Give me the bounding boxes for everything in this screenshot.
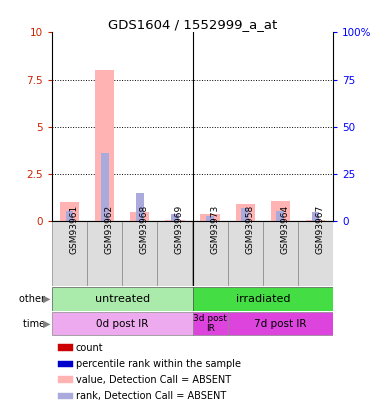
Text: 0d post IR: 0d post IR (96, 319, 149, 328)
Text: count: count (76, 343, 104, 353)
Bar (241, 208, 249, 222)
Text: GSM93973: GSM93973 (210, 205, 219, 254)
Text: irradiated: irradiated (236, 294, 290, 304)
Bar (66, 211, 74, 222)
Bar (58, 392, 73, 399)
Text: GSM93969: GSM93969 (175, 205, 184, 254)
Text: GSM93967: GSM93967 (315, 205, 325, 254)
Bar (122, 222, 157, 286)
Bar (60, 202, 79, 222)
Bar (95, 70, 114, 222)
Text: 7d post IR: 7d post IR (254, 319, 306, 328)
Bar (87, 222, 122, 286)
Text: GSM93968: GSM93968 (140, 205, 149, 254)
Text: GSM93964: GSM93964 (280, 205, 290, 254)
Bar (52, 222, 87, 286)
Text: ▶: ▶ (43, 319, 50, 328)
Bar (192, 222, 228, 286)
Bar (130, 212, 149, 222)
Bar (52, 287, 192, 311)
Bar (276, 211, 284, 222)
Text: GSM93962: GSM93962 (105, 205, 114, 254)
Text: percentile rank within the sample: percentile rank within the sample (76, 359, 241, 369)
Text: other: other (19, 294, 48, 304)
Text: 3d post
IR: 3d post IR (193, 314, 227, 333)
Bar (236, 205, 255, 222)
Bar (306, 220, 325, 222)
Bar (228, 222, 263, 286)
Text: time: time (23, 319, 48, 328)
Bar (52, 312, 192, 335)
Bar (298, 222, 333, 286)
Text: GDS1604 / 1552999_a_at: GDS1604 / 1552999_a_at (108, 18, 277, 31)
Bar (58, 361, 73, 367)
Text: GSM93958: GSM93958 (245, 205, 254, 254)
Text: ▶: ▶ (43, 294, 50, 304)
Bar (58, 344, 73, 351)
Bar (157, 222, 192, 286)
Bar (271, 200, 290, 222)
Bar (192, 312, 228, 335)
Text: untreated: untreated (95, 294, 150, 304)
Bar (201, 214, 220, 222)
Bar (136, 193, 144, 222)
Bar (165, 220, 184, 222)
Bar (58, 376, 73, 383)
Bar (311, 212, 319, 222)
Bar (228, 312, 333, 335)
Bar (192, 287, 333, 311)
Bar (101, 153, 109, 222)
Bar (171, 214, 179, 222)
Bar (263, 222, 298, 286)
Text: GSM93961: GSM93961 (70, 205, 79, 254)
Text: rank, Detection Call = ABSENT: rank, Detection Call = ABSENT (76, 391, 226, 401)
Text: value, Detection Call = ABSENT: value, Detection Call = ABSENT (76, 375, 231, 384)
Bar (206, 216, 214, 222)
